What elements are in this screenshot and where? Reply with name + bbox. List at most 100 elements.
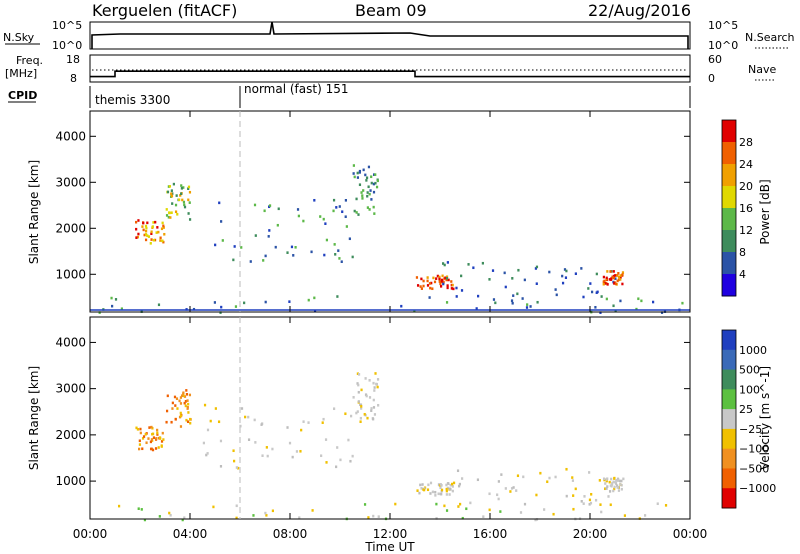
scatter-cell (286, 426, 289, 429)
scatter-cell (602, 282, 605, 286)
colorbar-label: 500 (739, 364, 760, 377)
scatter-cell (368, 379, 371, 382)
scatter-cell (247, 415, 250, 419)
scatter-cell (135, 220, 138, 224)
scatter-cell (607, 495, 610, 498)
scatter-cell (292, 254, 295, 257)
scatter-cell (347, 438, 350, 442)
scatter-cell (181, 198, 184, 202)
scatter-cell (156, 431, 159, 435)
scatter-cell (374, 372, 377, 375)
scatter-cell (186, 399, 189, 402)
scatter-cell (368, 396, 372, 399)
scatter-cell (311, 509, 314, 512)
scatter-cell (615, 274, 618, 277)
scatter-cell (418, 491, 421, 495)
scatter-cell (262, 259, 265, 262)
scatter-cell (235, 516, 238, 520)
scatter-cell (110, 296, 113, 300)
scatter-cell (370, 407, 373, 410)
scatter-cell (261, 454, 264, 458)
x-axis-title: Time UT (364, 540, 415, 554)
scatter-cell (561, 281, 565, 285)
scatter-cell (235, 504, 238, 508)
scatter-cell (188, 417, 192, 421)
scatter-cell (165, 208, 168, 211)
scatter-cell (447, 482, 450, 485)
colorbar-swatch (722, 252, 736, 275)
scatter-cell (603, 487, 607, 491)
scatter-cell (150, 230, 153, 234)
velocity-ytick-label: 4000 (55, 335, 86, 349)
scatter-cell (363, 412, 366, 416)
scatter-cell (446, 486, 449, 490)
scatter-cell (142, 221, 145, 225)
scatter-cell (120, 307, 123, 311)
scatter-cell (400, 304, 403, 308)
scatter-cell (170, 194, 174, 198)
scatter-cell (536, 300, 539, 304)
power-y-axis: 1000 2000 3000 4000 (55, 129, 690, 281)
scatter-cell (431, 287, 434, 291)
scatter-cell (598, 479, 601, 482)
colorbar-label: −1000 (739, 482, 776, 495)
scatter-cell (614, 481, 617, 484)
scatter-cell (161, 431, 164, 435)
scatter-cell (322, 217, 325, 221)
scatter-cell (364, 173, 367, 177)
scatter-cell (186, 405, 189, 409)
scatter-cell (460, 289, 464, 292)
scatter-cell (138, 447, 141, 451)
scatter-cell (419, 483, 422, 487)
colorbar-swatch (722, 230, 736, 253)
scatter-cell (510, 487, 514, 490)
scatter-cell (681, 301, 684, 305)
scatter-cell (174, 210, 178, 214)
scatter-cell (441, 262, 445, 265)
scatter-cell (438, 275, 441, 279)
scatter-cell (263, 209, 266, 213)
scatter-cell (435, 517, 438, 520)
scatter-cell (171, 202, 174, 205)
scatter-cell (353, 175, 356, 179)
noise-top-right: 10^5 (708, 19, 738, 32)
scatter-cell (338, 257, 341, 260)
scatter-cell (534, 267, 538, 270)
scatter-cell (516, 292, 519, 296)
scatter-cell (420, 287, 424, 290)
scatter-cell (159, 236, 162, 240)
scatter-cell (336, 446, 339, 449)
scatter-cell (161, 239, 164, 243)
scatter-cell (325, 238, 329, 242)
scatter-cell (565, 467, 568, 471)
scatter-cell (166, 394, 169, 398)
scatter-cell (435, 277, 438, 280)
scatter-cell (595, 272, 598, 276)
velocity-ytick-label: 1000 (55, 474, 86, 488)
scatter-cell (438, 280, 441, 283)
scatter-cell (619, 479, 622, 483)
scatter-cell (187, 198, 190, 202)
scatter-cell (516, 474, 520, 478)
scatter-cell (172, 182, 175, 186)
scatter-cell (268, 229, 271, 232)
scatter-cell (436, 274, 439, 278)
scatter-cell (162, 438, 165, 441)
scatter-cell (580, 500, 583, 503)
scatter-cell (664, 504, 668, 507)
scatter-cell (372, 514, 375, 518)
scatter-cell (221, 239, 224, 242)
scatter-cell (571, 479, 575, 482)
scatter-cell (175, 194, 178, 197)
scatter-cell (452, 287, 455, 291)
scatter-cell (426, 279, 429, 283)
scatter-cell (458, 502, 462, 506)
scatter-cell (523, 502, 527, 506)
scatter-cell (372, 182, 375, 186)
scatter-cell (614, 277, 617, 280)
scatter-cell (561, 274, 564, 278)
scatter-cell (141, 447, 144, 451)
scatter-cell (217, 420, 221, 424)
scatter-cell (359, 403, 362, 407)
scatter-cell (451, 489, 454, 493)
